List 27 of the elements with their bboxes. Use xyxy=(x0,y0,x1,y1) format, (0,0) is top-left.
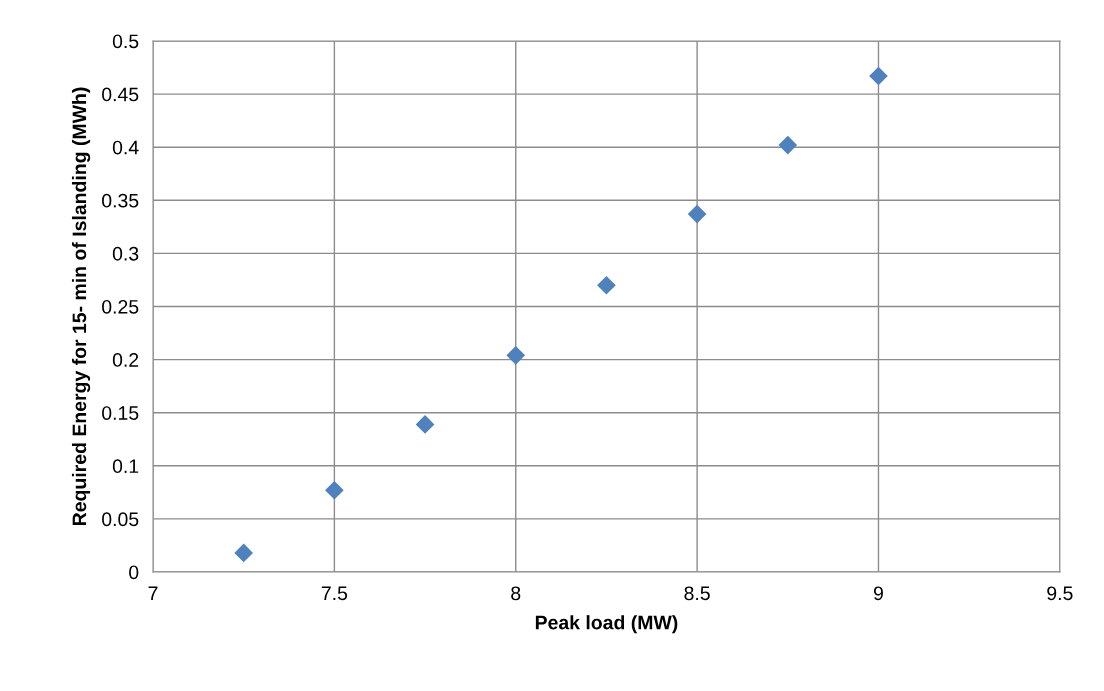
point xyxy=(234,543,254,563)
point xyxy=(869,66,888,86)
point xyxy=(687,204,707,224)
y-tick-label: 0.1 xyxy=(112,459,139,474)
y-tick-label: 0.35 xyxy=(102,193,139,208)
point xyxy=(325,480,344,500)
y-tick-label: 0.5 xyxy=(112,34,139,49)
y-tick-label: 0 xyxy=(129,565,139,580)
point xyxy=(597,275,616,295)
x-tick-label: 9 xyxy=(873,586,883,601)
point xyxy=(506,346,526,365)
y-tick-label: 0.15 xyxy=(102,406,139,420)
y-axis-title: Required Energy for 15- min of Islanding (MWh) xyxy=(71,87,91,526)
x-tick-label: 9.5 xyxy=(1047,586,1073,601)
x-tick-label: 8 xyxy=(511,586,521,601)
y-tick-label: 0.2 xyxy=(112,353,139,367)
y-tick-label: 0.45 xyxy=(102,87,139,102)
x-tick-label: 7.5 xyxy=(321,586,348,601)
y-tick-label: 0.25 xyxy=(102,299,139,314)
y-tick-label: 0.05 xyxy=(102,512,139,527)
x-tick-label: 7 xyxy=(148,586,158,600)
y-tick-label: 0.3 xyxy=(112,246,139,261)
x-tick-label: 8.5 xyxy=(684,586,710,601)
y-tick-label: 0.4 xyxy=(112,140,139,155)
x-axis-title: Peak load (MW) xyxy=(535,615,678,634)
point xyxy=(778,135,798,155)
point xyxy=(415,415,435,434)
